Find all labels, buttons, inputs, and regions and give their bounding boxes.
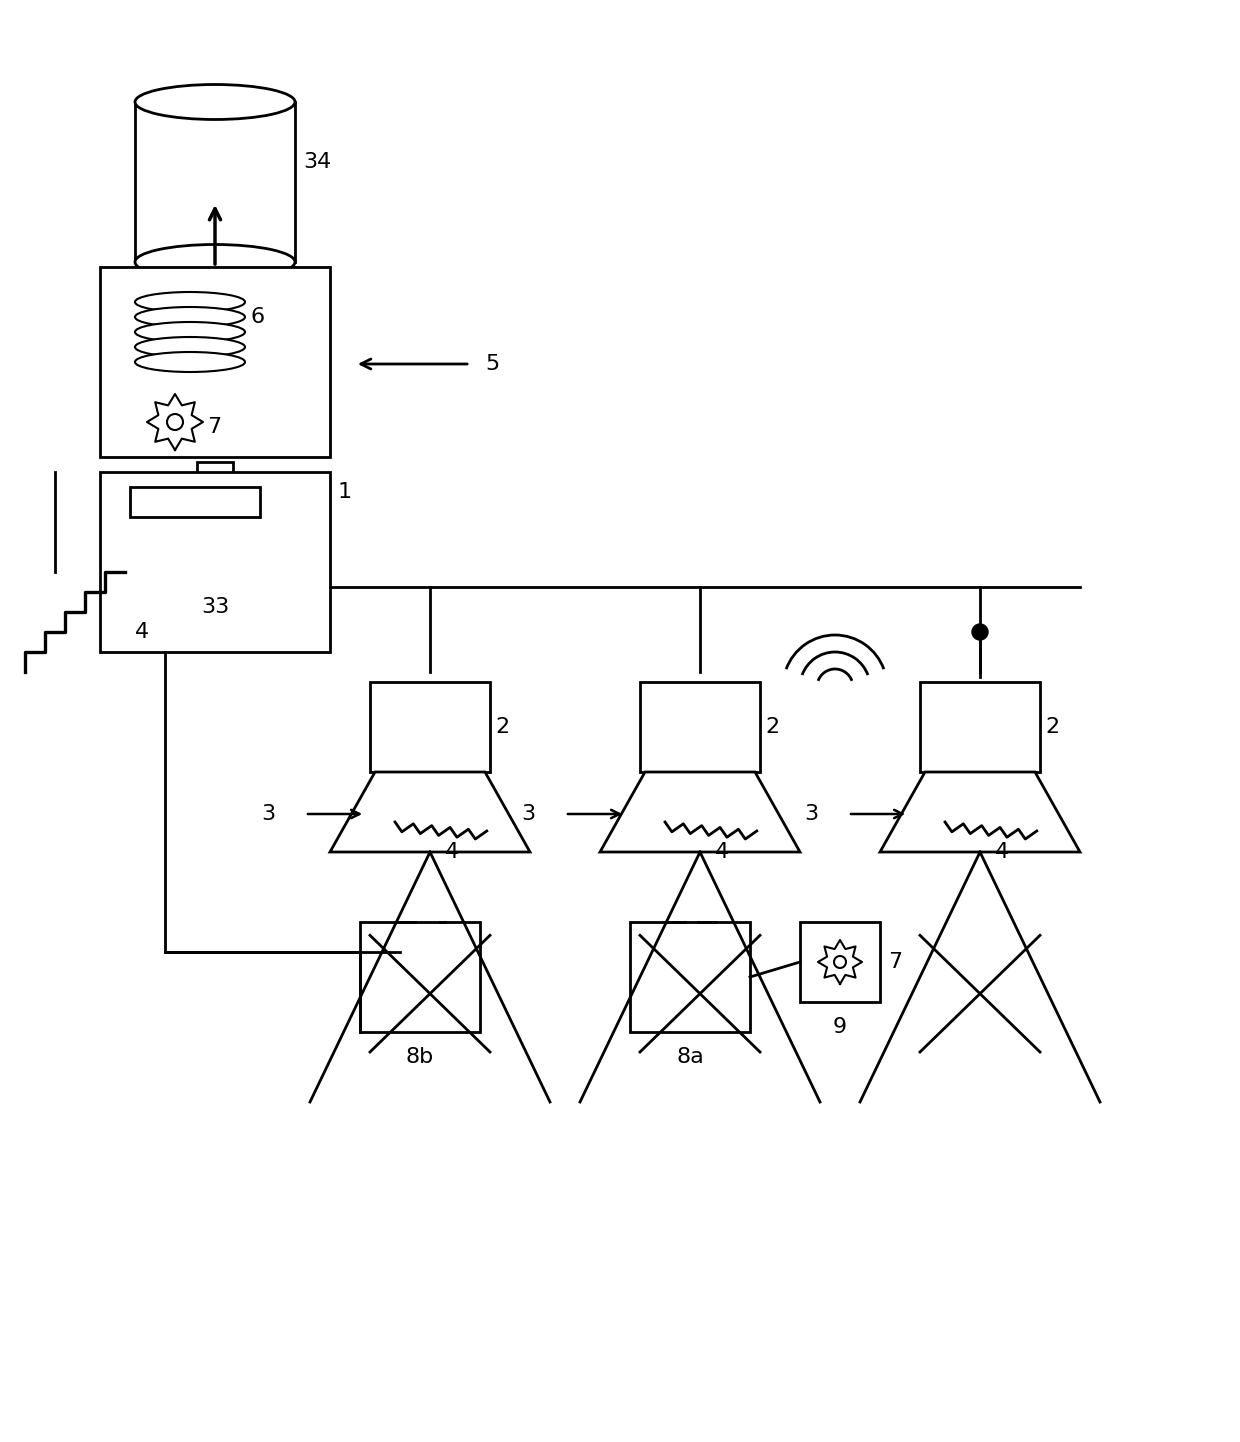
Circle shape [167,414,184,430]
Text: 6: 6 [250,307,264,327]
Polygon shape [600,771,800,852]
Text: 8a: 8a [676,1047,704,1067]
Text: 2: 2 [495,717,510,737]
Polygon shape [184,317,247,348]
Text: 5: 5 [485,353,500,373]
Text: 3: 3 [260,805,275,823]
Ellipse shape [135,307,246,327]
Bar [360,921,480,1032]
Ellipse shape [135,352,246,372]
Text: 3: 3 [521,805,534,823]
Ellipse shape [135,291,246,311]
Circle shape [972,624,988,640]
Bar [640,682,760,771]
Ellipse shape [135,245,295,280]
Circle shape [835,956,846,968]
Text: 4: 4 [994,842,1009,862]
Polygon shape [330,771,529,852]
Bar [920,682,1040,771]
Polygon shape [880,771,1080,852]
Bar [135,102,295,262]
Text: 2: 2 [765,717,779,737]
Bar [630,921,750,1032]
Bar [197,273,233,317]
Text: 2: 2 [1045,717,1059,737]
Text: 1: 1 [339,482,352,502]
Text: 33: 33 [201,597,229,617]
Text: 3: 3 [804,805,818,823]
Ellipse shape [135,337,246,358]
Bar [370,682,490,771]
Bar [100,267,330,457]
Ellipse shape [135,322,246,342]
Text: 4: 4 [445,842,459,862]
Text: 4: 4 [135,622,149,642]
Bar [800,921,880,1002]
Bar [197,461,233,502]
Text: 4: 4 [715,842,729,862]
Ellipse shape [135,85,295,120]
Text: 7: 7 [207,417,221,437]
Text: 7: 7 [888,952,903,972]
Bar [100,472,330,652]
Text: 34: 34 [303,151,331,172]
Text: 9: 9 [833,1017,847,1037]
Polygon shape [184,502,247,532]
Bar [130,487,260,518]
Text: 8b: 8b [405,1047,434,1067]
